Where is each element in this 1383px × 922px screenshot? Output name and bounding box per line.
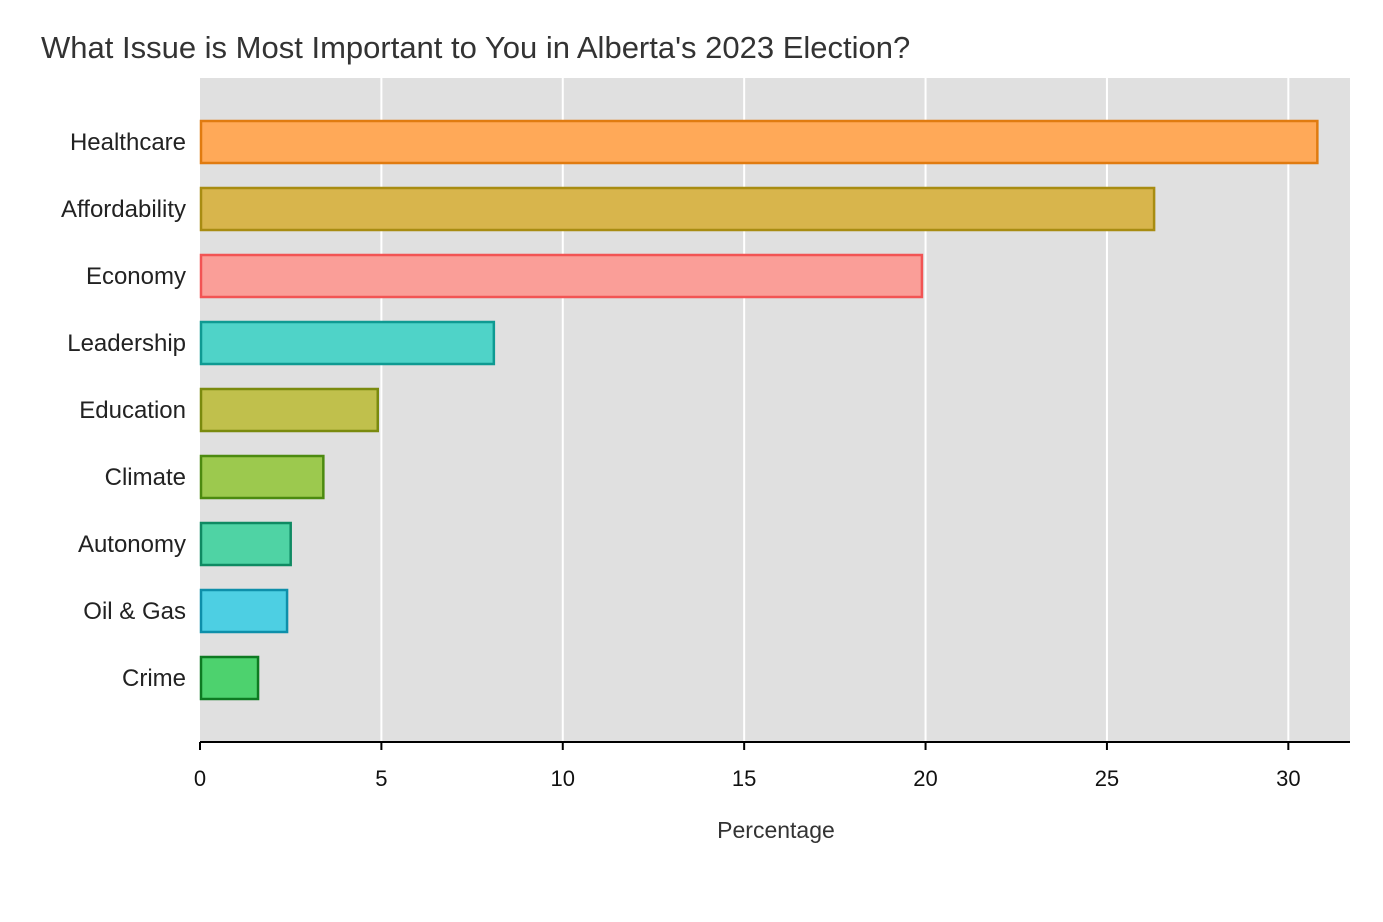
category-label-education: Education — [79, 397, 186, 424]
x-tick-label-0: 0 — [194, 766, 206, 791]
x-tick-label-25: 25 — [1095, 766, 1119, 791]
bar-autonomy — [199, 521, 292, 567]
x-axis: 0 5 10 15 20 25 30 — [194, 741, 1350, 791]
category-label-oil-gas: Oil & Gas — [83, 598, 186, 625]
bar-crime — [199, 655, 260, 701]
x-tick-label-20: 20 — [913, 766, 937, 791]
x-tick-label-30: 30 — [1276, 766, 1300, 791]
category-label-economy: Economy — [86, 263, 186, 290]
bar-leadership — [199, 320, 496, 366]
category-label-affordability: Affordability — [61, 196, 186, 223]
category-label-healthcare: Healthcare — [70, 129, 186, 156]
bar-education — [199, 387, 380, 433]
category-labels: Healthcare Affordability Economy Leadership… — [61, 129, 186, 692]
x-tick-label-5: 5 — [375, 766, 387, 791]
bars — [199, 119, 1319, 701]
category-label-leadership: Leadership — [67, 330, 186, 357]
bar-economy — [199, 253, 924, 299]
category-label-autonomy: Autonomy — [78, 531, 186, 558]
bar-oil-gas — [199, 588, 289, 634]
category-label-crime: Crime — [122, 665, 186, 692]
x-tick-label-10: 10 — [551, 766, 575, 791]
chart-title: What Issue is Most Important to You in A… — [41, 30, 910, 65]
x-tick-label-15: 15 — [732, 766, 756, 791]
x-axis-title: Percentage — [717, 817, 835, 843]
category-label-climate: Climate — [105, 464, 186, 491]
bar-healthcare — [199, 119, 1319, 165]
bar-climate — [199, 454, 325, 500]
bar-affordability — [199, 186, 1156, 232]
